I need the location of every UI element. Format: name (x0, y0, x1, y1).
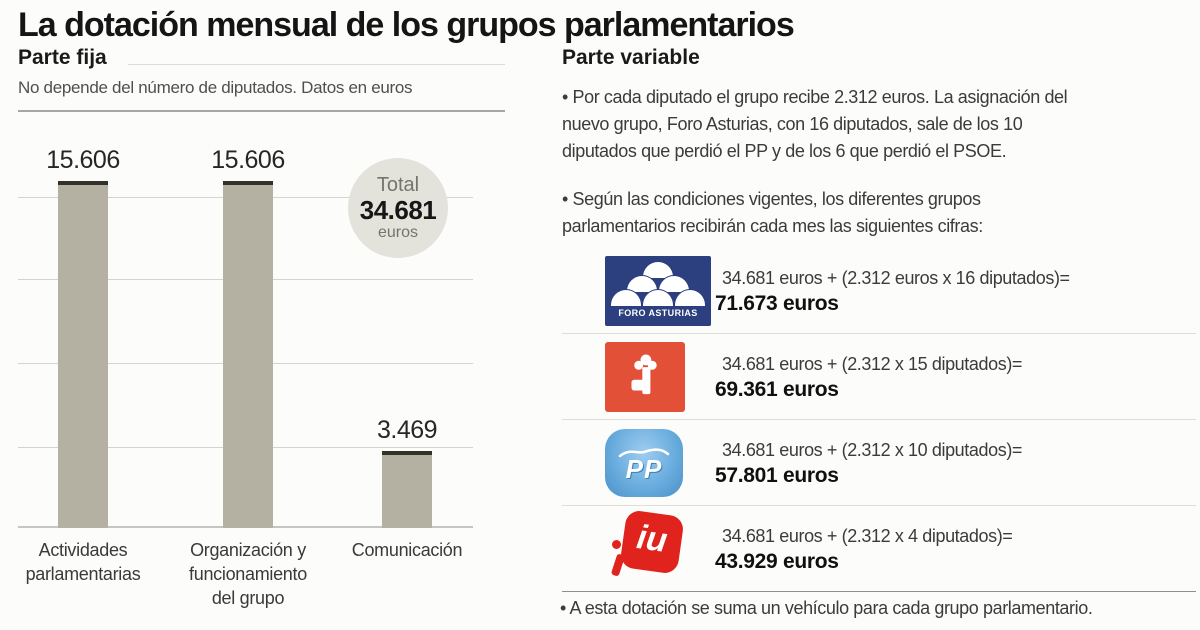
pp-logo-icon: PP (605, 428, 683, 497)
result-text: 71.673 euros (715, 291, 839, 315)
fist-and-rose-icon (631, 354, 657, 394)
iu-tail-shape (610, 552, 626, 577)
fixed-part-heading: Parte fija (18, 46, 107, 69)
heading-rule (128, 64, 505, 65)
arch-shape (659, 275, 689, 292)
gull-icon (618, 447, 670, 457)
category-label: Comunicación (351, 540, 463, 560)
subtitle-rule (18, 110, 505, 112)
party-row-iu: iu 34.681 euros + (2.312 x 4 diputados)=… (562, 506, 1196, 592)
bullet-paragraph: • Según las condiciones vigentes, los di… (562, 189, 983, 236)
arch-shape (611, 289, 641, 306)
category-label: Actividades parlamentarias (25, 540, 141, 584)
total-label: Total (376, 174, 420, 196)
arch-shape (627, 275, 657, 292)
formula-text: 34.681 euros + (2.312 x 10 diputados)= (722, 439, 1023, 460)
formula-text: 34.681 euros + (2.312 euros x 16 diputad… (722, 267, 1070, 288)
total-unit: euros (377, 224, 419, 241)
iu-logo-icon: iu (605, 508, 695, 586)
formula-text: 34.681 euros + (2.312 x 15 diputados)= (722, 353, 1023, 374)
pp-logo-text: PP (625, 453, 663, 484)
party-allocation-list: FORO ASTURIAS 34.681 euros + (2.312 euro… (562, 248, 1196, 592)
party-row-foro-asturias: FORO ASTURIAS 34.681 euros + (2.312 euro… (562, 248, 1196, 334)
bar-comunicacion (382, 451, 432, 528)
total-badge: Total 34.681 euros (348, 158, 448, 258)
bar-value-label: 15.606 (46, 146, 120, 174)
fixed-part-subtitle: No depende del número de diputados. Dato… (18, 78, 413, 97)
result-text: 57.801 euros (715, 463, 839, 487)
party-row-psoe: 34.681 euros + (2.312 x 15 diputados)= 6… (562, 334, 1196, 420)
result-text: 43.929 euros (715, 549, 839, 573)
bar-value-label: 3.469 (376, 416, 438, 444)
foro-logo-text: FORO ASTURIAS (618, 307, 698, 318)
arch-shape (643, 289, 673, 306)
page-title: La dotación mensual de los grupos parlam… (18, 6, 795, 44)
party-row-pp: PP 34.681 euros + (2.312 x 10 diputados)… (562, 420, 1196, 506)
result-text: 69.361 euros (715, 377, 839, 401)
bar-value-label: 15.606 (211, 146, 285, 174)
bullet-paragraph: • Por cada diputado el grupo recibe 2.31… (562, 87, 1068, 161)
formula-text: 34.681 euros + (2.312 x 4 diputados)= (722, 525, 1013, 546)
category-label: Organización y funcionamiento del grupo (189, 540, 307, 608)
total-value: 34.681 (359, 195, 437, 225)
variable-part-heading: Parte variable (562, 46, 700, 69)
arch-shape (675, 289, 705, 306)
iu-dot-shape (612, 539, 621, 549)
bar-actividades (58, 181, 108, 528)
bar-chart: 15.606 15.606 3.469 Total 34.681 euros A… (18, 120, 476, 608)
iu-logo-text: iu (634, 517, 670, 560)
bar-organizacion (223, 181, 273, 528)
arch-shape (643, 261, 673, 278)
footnote: • A esta dotación se suma un vehículo pa… (560, 598, 1093, 618)
foro-asturias-logo-icon: FORO ASTURIAS (605, 255, 711, 326)
psoe-logo-icon (605, 341, 685, 412)
